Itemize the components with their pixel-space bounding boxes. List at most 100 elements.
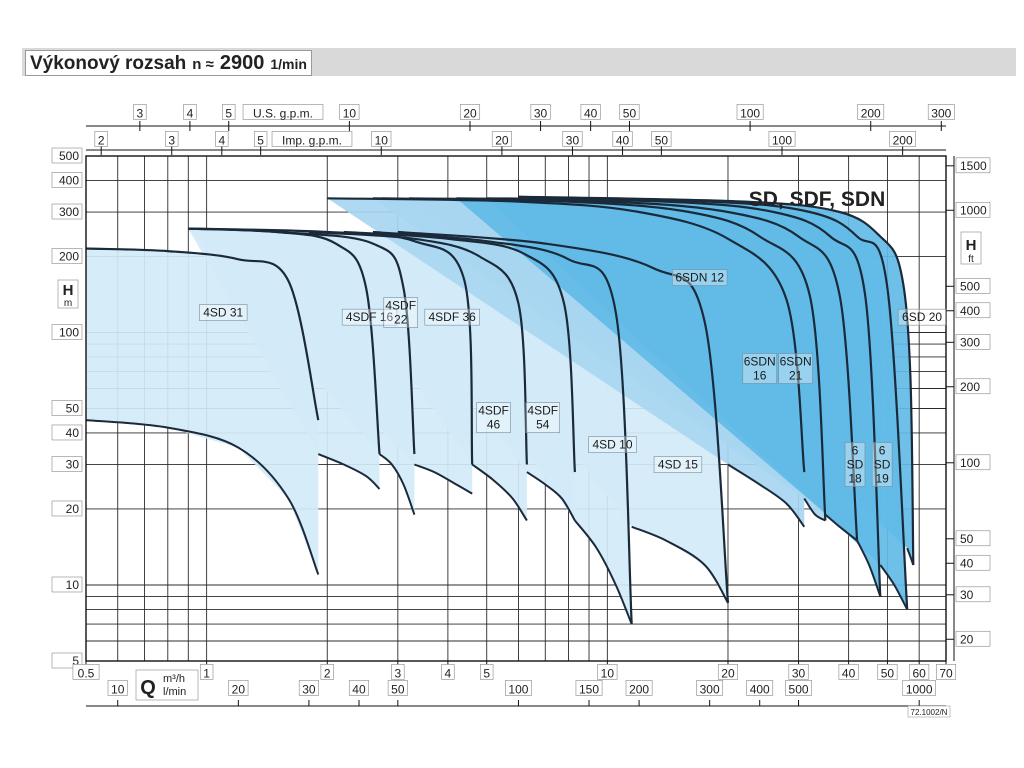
y-right-tick-box <box>955 302 991 319</box>
usgpm-tick-label: 200 <box>861 107 881 121</box>
impgpm-tick-label-box <box>215 131 229 147</box>
pump-curve-lower <box>631 525 729 604</box>
series-label: 4SDF <box>478 404 509 418</box>
usgpm-tick-label: 30 <box>534 107 548 121</box>
y-left-tick-label: 5 <box>72 654 79 668</box>
pump-curve <box>372 230 633 625</box>
pump-curves <box>85 195 915 625</box>
y-left-tick-box <box>51 147 83 164</box>
impgpm-tick-label-box <box>768 131 796 147</box>
page-title: Výkonový rozsah n ≈ 2900 1/min <box>25 50 312 76</box>
impgpm-tick-label-box <box>253 131 268 147</box>
pump-curve-lower <box>879 564 909 610</box>
usgpm-tick-label: 5 <box>225 107 232 121</box>
y-left-label-box <box>57 279 79 309</box>
x-lmin-tick-label: 200 <box>629 683 649 697</box>
usgpm-axis-label: U.S. g.p.m. <box>253 107 313 121</box>
y-right-tick-label: 40 <box>960 556 974 570</box>
x-lmin-tick-label: 30 <box>302 683 316 697</box>
usgpm-tick-label-box <box>857 104 885 120</box>
x-lmin-tick-label: 300 <box>700 683 720 697</box>
x-lmin-tick-label-box <box>387 680 408 696</box>
y-right-tick-box <box>955 530 991 547</box>
usgpm-tick-label-box <box>339 104 360 120</box>
series-label-box <box>897 308 947 326</box>
pump-curve <box>397 230 730 603</box>
series-label: 4SD 10 <box>592 438 632 452</box>
impgpm-tick-label: 100 <box>772 134 792 148</box>
y-right-tick-label: 500 <box>960 279 980 293</box>
impgpm-tick-label: 50 <box>655 134 669 148</box>
y-right-tick-label: 100 <box>960 456 980 470</box>
y-right-tick-label: 1500 <box>960 159 987 173</box>
code-label-box <box>907 705 951 718</box>
x-m3h-tick-label-box <box>717 664 739 680</box>
x-axis-label: Q <box>140 677 156 699</box>
series-label: 21 <box>789 369 803 383</box>
x-axis-unit-m3h: m³/h <box>163 673 185 685</box>
series-label: SD <box>874 458 891 472</box>
x-lmin-tick-label: 150 <box>579 683 599 697</box>
series-label: 6SDN <box>744 355 776 369</box>
title-speed-value: 2900 <box>219 52 265 74</box>
title-speed-unit: 1/min <box>270 56 307 72</box>
y-left-tick-label: 200 <box>59 249 79 263</box>
y-right-tick-box <box>955 201 991 218</box>
x-m3h-tick-label: 3 <box>394 667 401 681</box>
y-left-tick-label: 100 <box>59 325 79 339</box>
series-label: 6SDN <box>780 355 812 369</box>
impgpm-tick-label: 30 <box>566 134 580 148</box>
series-label: 46 <box>487 418 501 432</box>
y-right-tick-label: 400 <box>960 304 980 318</box>
series-label-box <box>525 402 560 433</box>
y-left-tick-box <box>51 500 83 517</box>
y-right-tick-label: 20 <box>960 632 974 646</box>
x-m3h-tick-label-box <box>788 664 809 680</box>
usgpm-tick-label-box <box>619 104 640 120</box>
pump-curve <box>85 247 320 421</box>
x-m3h-tick-label: 0.5 <box>78 667 95 681</box>
y-right-tick-box <box>955 378 991 395</box>
x-m3h-tick-label: 1 <box>203 667 210 681</box>
x-m3h-tick-label: 60 <box>912 667 926 681</box>
x-lmin-tick-label-box <box>107 680 128 696</box>
series-label: 54 <box>536 418 550 432</box>
series-label-box <box>383 297 418 328</box>
x-lmin-tick-label: 40 <box>352 683 366 697</box>
impgpm-tick-label-box <box>651 131 672 147</box>
x-m3h-tick-label: 70 <box>939 667 953 681</box>
usgpm-tick-label: 300 <box>931 107 951 121</box>
series-label-box <box>476 402 511 433</box>
impgpm-tick-label: 2 <box>98 134 105 148</box>
y-left-tick-label: 400 <box>59 173 79 187</box>
series-label: SD <box>847 458 864 472</box>
series-label: 4SD 31 <box>203 305 243 319</box>
series-label: 6 <box>852 444 859 458</box>
y-right-tick-label: 1000 <box>960 203 987 217</box>
x-m3h-tick-label-box <box>320 664 334 680</box>
impgpm-axis-label: Imp. g.p.m. <box>282 134 342 148</box>
y-right-tick-box <box>955 586 991 603</box>
pump-curve-lower <box>727 463 806 528</box>
pump-curve-lower <box>803 497 826 522</box>
x-lmin-tick-label: 20 <box>232 683 246 697</box>
y-left-tick-label: 10 <box>66 578 80 592</box>
series-label-box <box>844 442 866 487</box>
impgpm-tick-label-box <box>612 131 633 147</box>
usgpm-tick-label: 3 <box>137 107 144 121</box>
x-m3h-tick-label: 30 <box>792 667 806 681</box>
y-right-tick-label: 200 <box>960 380 980 394</box>
y-left-tick-label: 20 <box>66 502 80 516</box>
y-right-tick-box <box>955 630 991 647</box>
x-axis-unit-lmin: l/min <box>163 686 186 698</box>
pump-curve-lower <box>824 513 858 542</box>
chart-title: SD, SDF, SDN <box>749 188 886 211</box>
x-m3h-tick-label: 5 <box>483 667 490 681</box>
impgpm-tick-label: 10 <box>375 134 389 148</box>
y-right-tick-box <box>955 334 991 350</box>
x-lmin-tick-label-box <box>696 680 724 696</box>
y-left-axis-label: H <box>63 282 74 299</box>
y-left-tick-box <box>51 324 83 340</box>
y-left-tick-label: 50 <box>66 402 80 416</box>
